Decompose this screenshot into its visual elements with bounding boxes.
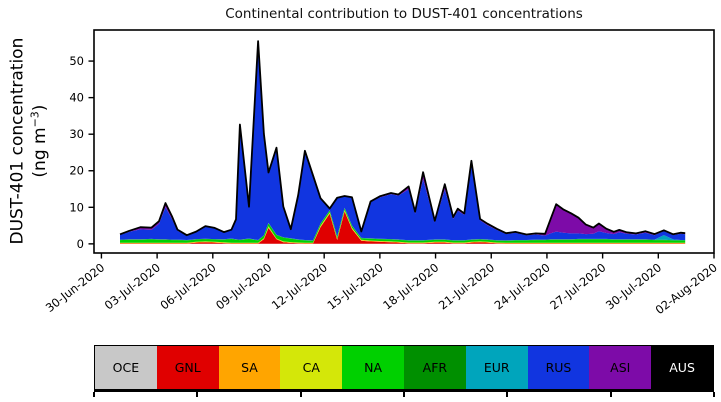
legend-axis: [93, 390, 715, 402]
legend-entry-ASI: ASI: [589, 346, 652, 389]
legend-label: NA: [364, 360, 383, 375]
legend-entry-AFR: AFR: [403, 346, 466, 389]
chart-title: Continental contribution to DUST-401 con…: [225, 6, 583, 22]
x-tick-label: 06-Jul-2020: [157, 260, 218, 312]
x-tick-label: 12-Jul-2020: [269, 260, 330, 312]
y-tick-label: 40: [69, 91, 84, 105]
legend-entry-AUS: AUS: [651, 346, 713, 389]
y-tick-label: 50: [69, 54, 84, 68]
legend-label: ASI: [610, 360, 631, 375]
legend-label: AFR: [422, 360, 448, 375]
total-outline: [119, 40, 686, 237]
legend-label: AUS: [669, 360, 695, 375]
legend-entry-CA: CA: [280, 346, 343, 389]
legend-axis-tick: [506, 392, 509, 397]
legend-label: SA: [241, 360, 258, 375]
legend-label: GNL: [174, 360, 201, 375]
legend-entry-NA: NA: [342, 346, 404, 389]
legend-label: OCE: [112, 360, 140, 375]
legend-entry-RUS: RUS: [527, 346, 590, 389]
legend-entry-EUR: EUR: [465, 346, 528, 389]
x-tick-label: 18-Jul-2020: [380, 260, 441, 312]
legend-label: EUR: [483, 360, 510, 375]
legend-axis-tick: [403, 392, 405, 397]
x-tick-label: 15-Jul-2020: [325, 260, 386, 312]
y-tick-label: 20: [69, 164, 84, 178]
legend-axis-tick: [299, 392, 302, 397]
legend-label: RUS: [545, 360, 572, 375]
legend-axis-tick: [93, 392, 95, 397]
legend-axis-tick: [196, 392, 199, 397]
legend-axis-tick: [713, 392, 715, 397]
x-tick-label: 30-Jun-2020: [43, 260, 107, 315]
legend-axis-tick: [609, 392, 612, 397]
x-tick-label: 09-Jul-2020: [213, 260, 274, 312]
x-tick-label: 24-Jul-2020: [492, 260, 553, 312]
plot-border: [93, 29, 715, 254]
x-tick-label: 03-Jul-2020: [102, 260, 163, 312]
area-layer-RUS: [120, 41, 686, 241]
y-tick-label: 0: [77, 237, 84, 251]
x-tick-label: 21-Jul-2020: [436, 260, 497, 312]
legend: OCE GNL SA CA NA AFR EUR RUS ASI AUS: [94, 345, 714, 390]
legend-label: CA: [302, 360, 320, 375]
y-tick-label: 10: [69, 200, 84, 214]
legend-entry-GNL: GNL: [156, 346, 219, 389]
legend-entry-OCE: OCE: [95, 346, 157, 389]
x-tick-label: 02-Aug-2020: [653, 260, 720, 317]
legend-entry-SA: SA: [218, 346, 281, 389]
y-tick-label: 30: [69, 127, 84, 141]
x-tick-label: 27-Jul-2020: [547, 260, 608, 312]
